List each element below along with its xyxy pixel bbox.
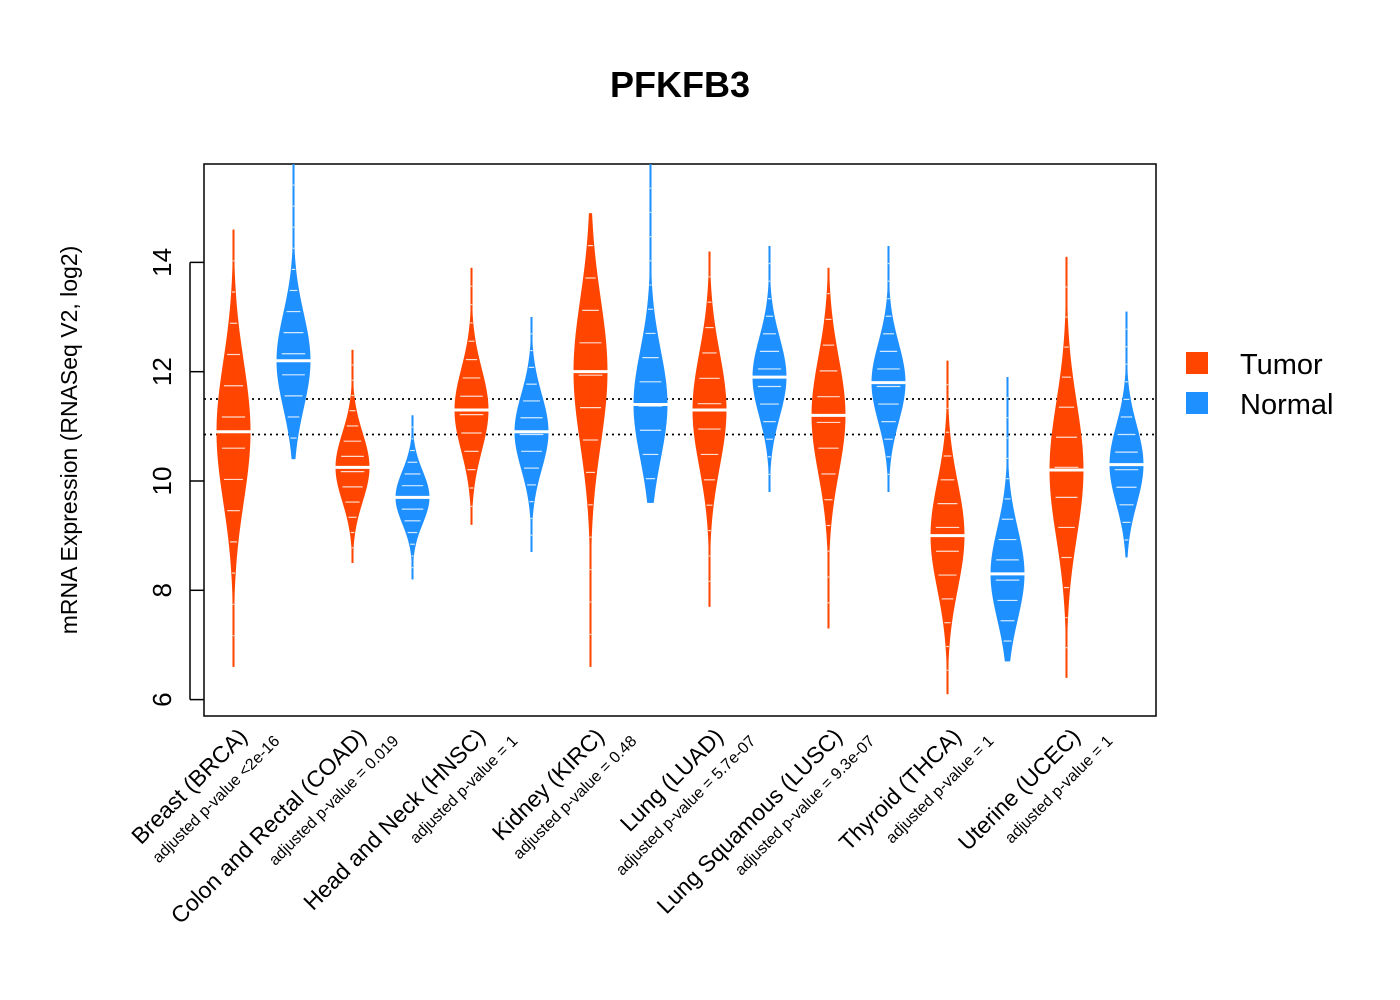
violin-normal-5 <box>752 245 787 492</box>
violin-normal-6 <box>871 245 906 492</box>
violin-normal-1 <box>276 164 311 460</box>
violin-normal-8 <box>1109 311 1144 558</box>
legend-swatch-tumor <box>1186 352 1208 374</box>
violin-tumor-7 <box>930 360 965 695</box>
y-tick-label: 12 <box>147 357 177 386</box>
legend-label-normal: Normal <box>1240 389 1333 421</box>
violin-tumor-5 <box>692 251 727 607</box>
violin-tumor-8 <box>1049 256 1084 678</box>
violin-tumor-1 <box>216 229 251 667</box>
y-axis-label: mRNA Expression (RNASeq V2, log2) <box>56 246 82 635</box>
violin-normal-7 <box>990 377 1025 662</box>
y-tick-label: 8 <box>147 583 177 597</box>
y-tick-label: 6 <box>147 692 177 706</box>
y-tick-label: 10 <box>147 467 177 496</box>
violin-tumor-6 <box>811 267 846 629</box>
legend-swatch-normal <box>1186 392 1208 414</box>
violin-tumor-3 <box>454 267 489 525</box>
violin-normal-3 <box>514 317 549 553</box>
plot-border <box>203 163 1157 717</box>
legend-label-tumor: Tumor <box>1240 349 1323 381</box>
y-tick-label: 14 <box>147 248 177 277</box>
violin-normal-2 <box>395 415 430 580</box>
violin-tumor-4 <box>573 213 608 667</box>
violin-normal-4 <box>633 164 668 503</box>
chart-title: PFKFB3 <box>610 64 750 105</box>
legend: Tumor Normal <box>1186 349 1333 421</box>
violin-tumor-2 <box>335 349 370 563</box>
